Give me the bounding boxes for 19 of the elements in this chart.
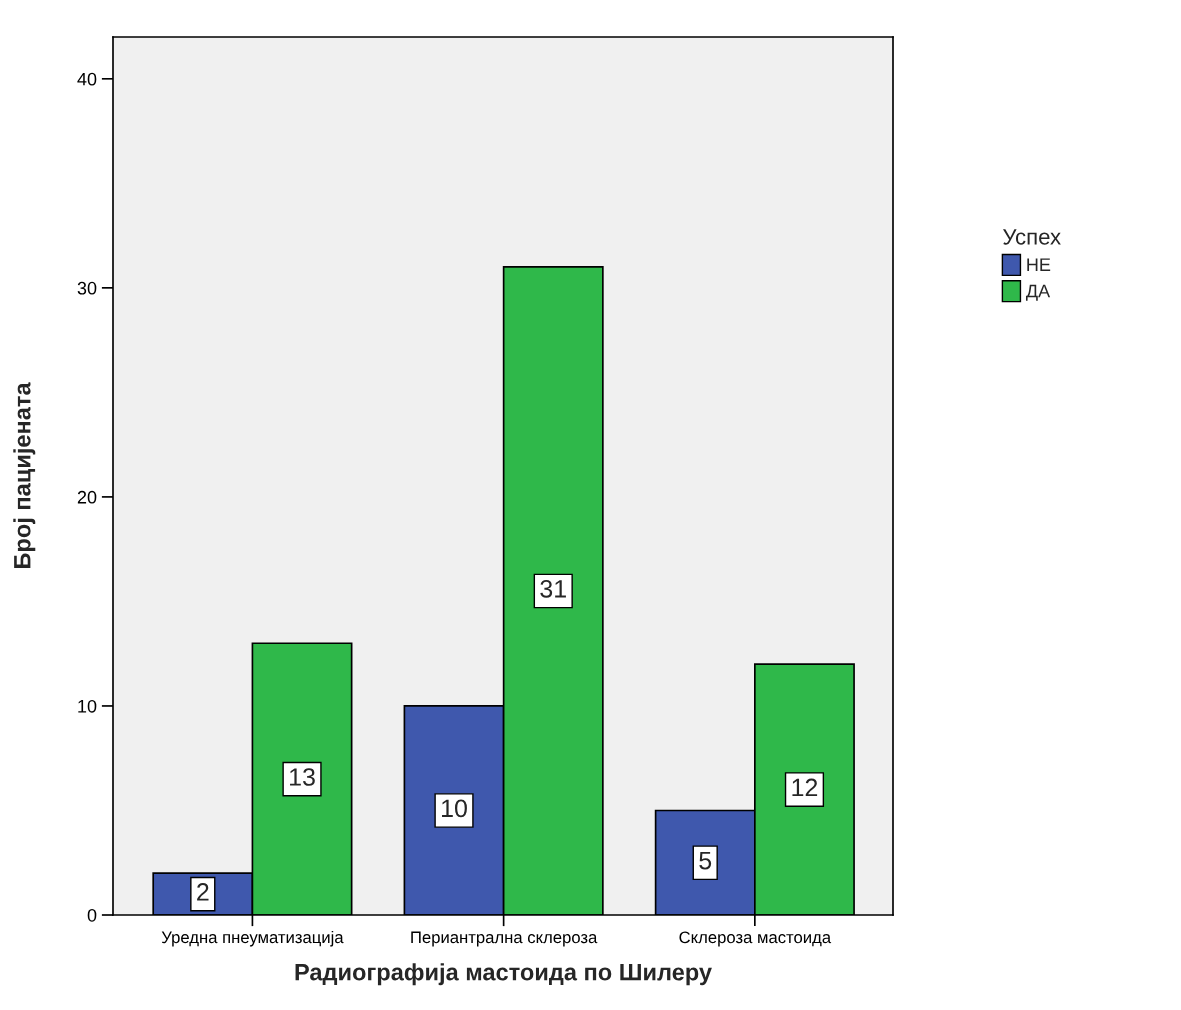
data-label: 2 xyxy=(197,883,209,901)
x-axis-title: Радиографија мастоида по Шилеру xyxy=(295,963,712,986)
legend-title: Успех xyxy=(1002,229,1061,245)
y-tick-label: 20 xyxy=(77,490,97,504)
legend-label: ДА xyxy=(1025,284,1051,301)
data-label: 12 xyxy=(792,778,818,797)
x-tick-label: Склероза мастоида xyxy=(679,931,832,947)
y-tick-label: 10 xyxy=(78,699,97,713)
y-tick-label: 0 xyxy=(87,908,97,922)
x-tick-label: Периантрална склероза xyxy=(411,931,598,947)
data-label: 10 xyxy=(442,799,467,818)
y-axis-title: Број пацијената xyxy=(13,382,36,568)
y-tick-label: 30 xyxy=(77,281,97,295)
y-tick-label: 40 xyxy=(77,72,97,86)
data-label: 31 xyxy=(540,579,566,598)
x-tick-label: Уредна пнеуматизација xyxy=(161,930,344,947)
legend-label: НЕ xyxy=(1027,258,1051,271)
data-label: 5 xyxy=(699,852,712,870)
data-label: 13 xyxy=(290,768,315,786)
